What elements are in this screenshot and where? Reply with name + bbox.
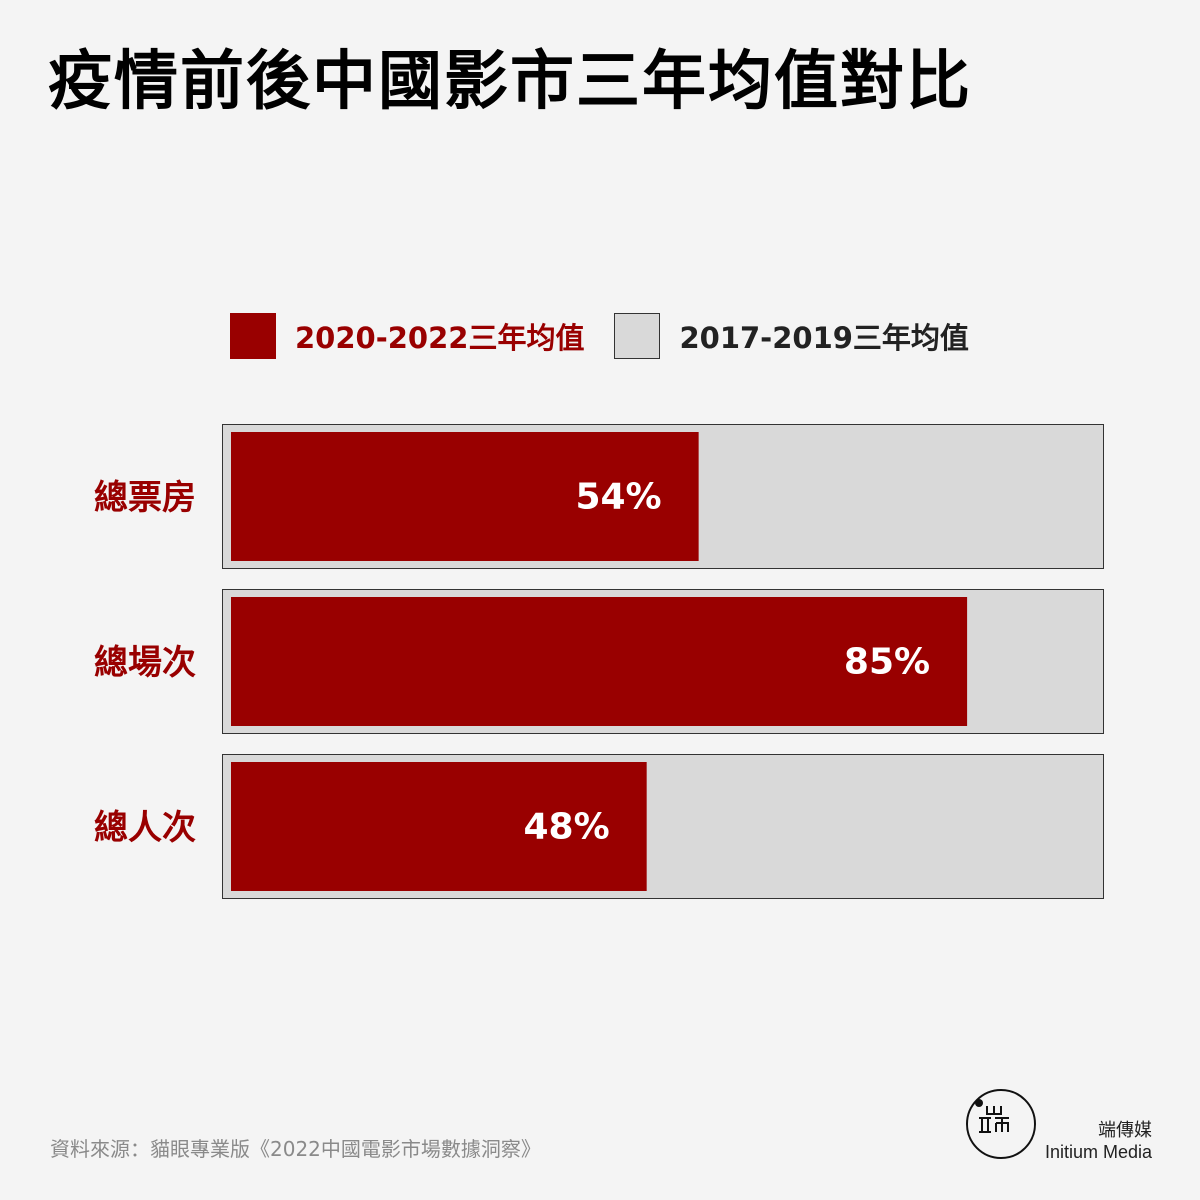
value-bar	[231, 597, 968, 726]
value-bar	[231, 762, 647, 891]
source-note: 資料來源：貓眼專業版《2022中國電影市場數據洞察》	[50, 1137, 541, 1161]
legend-item-baseline: 2017-2019三年均值	[614, 313, 969, 359]
brand-name-en: Initium Media	[1044, 1142, 1152, 1162]
category-label: 總人次	[94, 808, 196, 848]
initium-logo-icon	[965, 1088, 1037, 1160]
value-bar	[231, 432, 699, 561]
data-label: 48%	[524, 807, 610, 848]
chart-title: 疫情前後中國影市三年均值對比	[48, 45, 972, 119]
category-label: 總場次	[94, 643, 196, 683]
legend-item-current: 2020-2022三年均值	[230, 313, 584, 359]
data-label: 85%	[844, 642, 930, 683]
legend-swatch-red	[230, 313, 276, 359]
data-label: 54%	[575, 477, 661, 518]
legend-label-baseline: 2017-2019三年均值	[679, 321, 969, 355]
legend: 2020-2022三年均值 2017-2019三年均值	[230, 312, 969, 360]
bar-chart: 54% 總票房 85% 總場次 48% 總人次	[94, 424, 1104, 899]
brand-name-cn: 端傳媒	[1098, 1120, 1152, 1141]
legend-label-current: 2020-2022三年均值	[295, 321, 585, 355]
category-label: 總票房	[94, 478, 196, 518]
legend-swatch-gray	[614, 313, 661, 359]
